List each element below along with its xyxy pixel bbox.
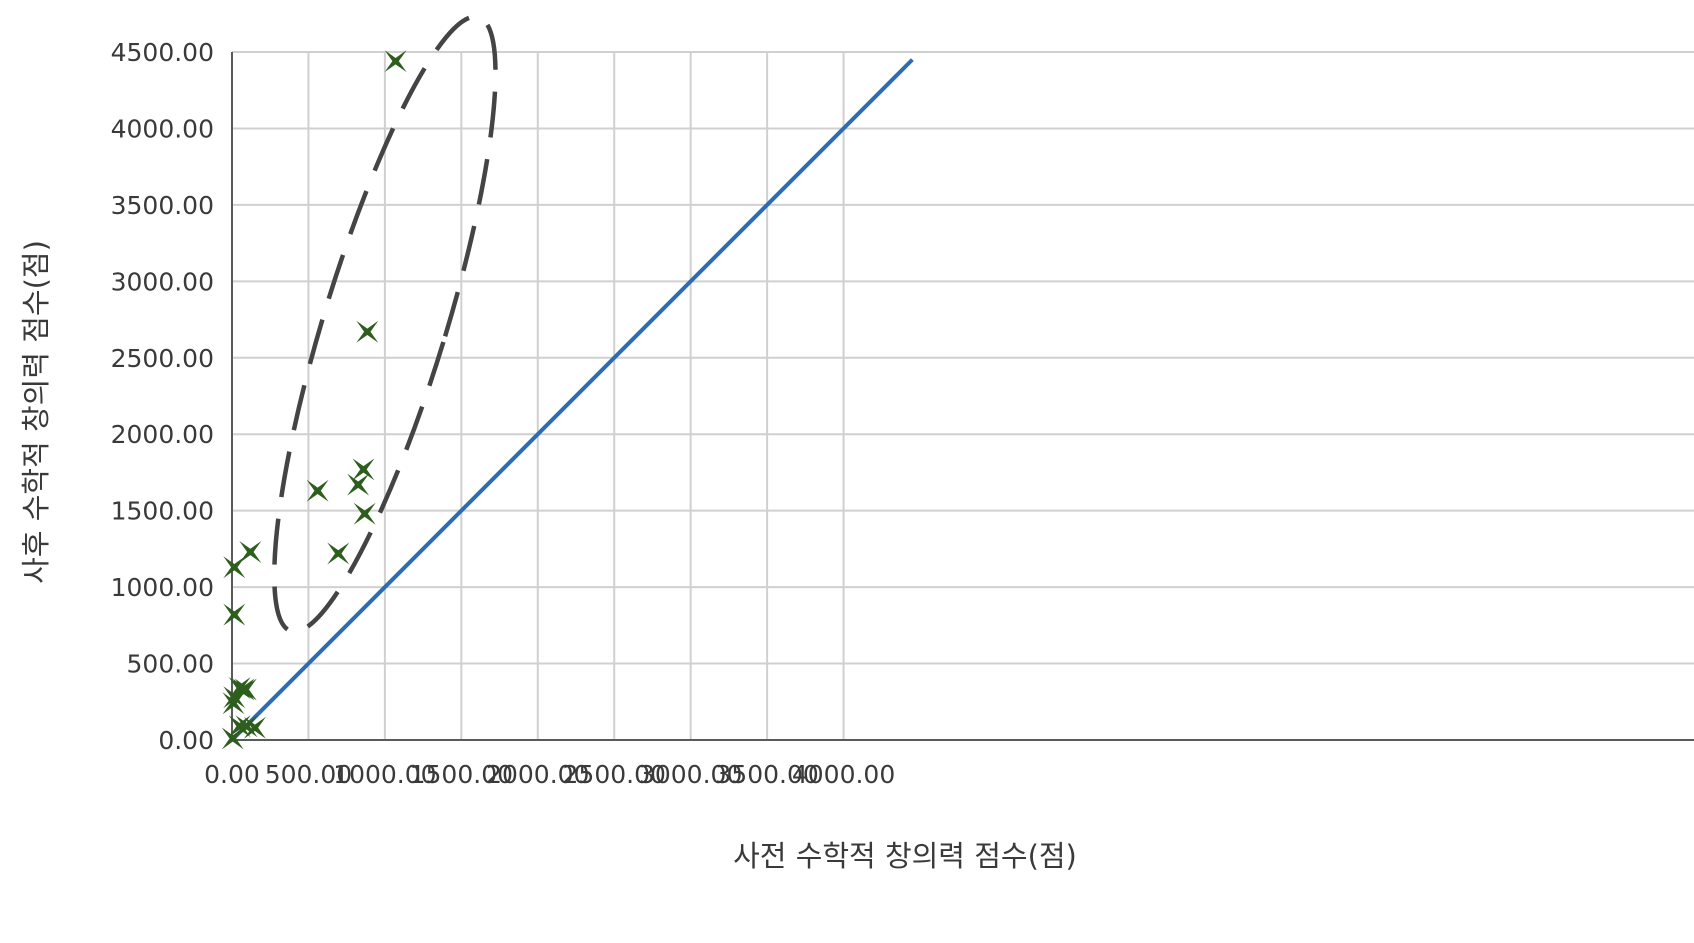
- y-tick-label: 4000.00: [111, 114, 214, 143]
- y-tick-label: 4500.00: [111, 38, 214, 67]
- data-point: [306, 479, 329, 502]
- reference-line-group: [230, 58, 914, 742]
- y-tick-label: 1500.00: [111, 497, 214, 526]
- data-point: [222, 692, 245, 715]
- grid-lines: [232, 51, 1694, 740]
- data-point: [234, 678, 257, 701]
- data-point: [223, 603, 246, 626]
- y-tick-label: 2000.00: [111, 420, 214, 449]
- x-tick-label: 1500.00: [410, 760, 513, 789]
- axes: [231, 52, 1694, 741]
- data-point: [353, 502, 376, 525]
- x-tick-label: 1000.00: [333, 760, 436, 789]
- data-point: [356, 320, 379, 343]
- data-point: [228, 715, 251, 738]
- x-tick-label: 4000.00: [792, 760, 895, 789]
- x-tick-label: 0.00: [204, 760, 260, 789]
- data-points: [221, 50, 407, 750]
- y-axis-title: 사후 수학적 창의력 점수(점): [19, 240, 53, 584]
- y-tick-label: 0.00: [158, 726, 214, 755]
- data-point: [347, 473, 370, 496]
- y-tick-labels: 0.00 500.00 1000.00 1500.00 2000.00 2500.00 30…: [111, 38, 214, 755]
- reference-line: [230, 58, 914, 742]
- x-tick-label: 500.00: [265, 760, 352, 789]
- data-point: [352, 458, 375, 481]
- x-tick-label: 2500.00: [563, 760, 666, 789]
- data-point: [243, 716, 266, 739]
- x-axis-title: 사전 수학적 창의력 점수(점): [733, 839, 1077, 873]
- highlight-ellipse-group: [272, 14, 498, 634]
- data-point: [221, 727, 244, 750]
- data-point: [239, 540, 262, 563]
- x-tick-labels: 0.00 500.001000.001500.002000.002500.0030…: [204, 760, 895, 789]
- y-tick-label: 3500.00: [111, 191, 214, 220]
- data-point: [384, 50, 407, 73]
- y-tick-label: 2500.00: [111, 344, 214, 373]
- data-point: [327, 542, 350, 565]
- data-point: [223, 686, 246, 709]
- y-tick-label: 1000.00: [111, 573, 214, 602]
- y-tick-label: 500.00: [127, 650, 214, 679]
- highlight-ellipse: [272, 14, 498, 634]
- data-point: [223, 556, 246, 579]
- x-tick-label: 3000.00: [639, 760, 742, 789]
- x-tick-label: 2000.00: [486, 760, 589, 789]
- y-tick-label: 3000.00: [111, 267, 214, 296]
- x-tick-label: 3500.00: [715, 760, 818, 789]
